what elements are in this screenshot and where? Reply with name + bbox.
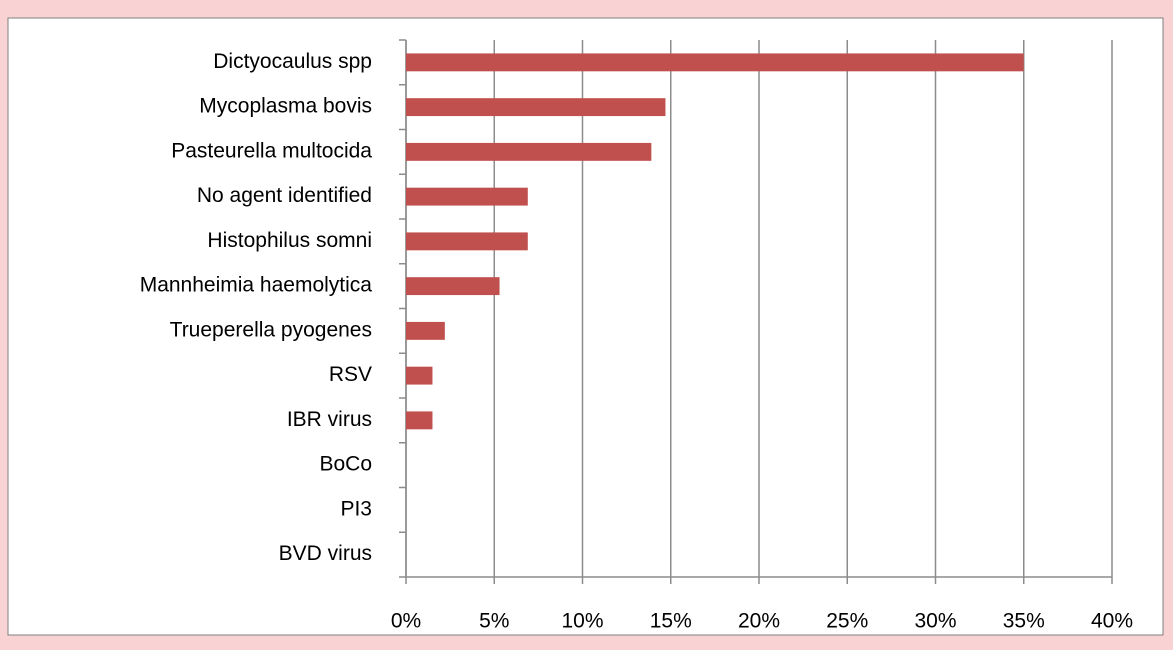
y-tick-label: Mannheimia haemolytica (140, 274, 373, 297)
y-tick-label: Mycoplasma bovis (199, 95, 372, 118)
y-tick-label: BoCo (319, 453, 372, 476)
bar (406, 98, 666, 117)
bar (406, 142, 652, 161)
bar (406, 277, 500, 296)
bar (406, 366, 433, 385)
y-tick-label: IBR virus (287, 408, 372, 431)
y-tick-label: PI3 (340, 497, 372, 520)
x-tick-label: 5% (479, 610, 509, 633)
y-tick-label: Pasteurella multocida (171, 139, 372, 162)
x-tick-label: 40% (1091, 610, 1133, 633)
bar (406, 232, 528, 251)
plot-frame (7, 17, 1164, 636)
x-tick-label: 10% (561, 610, 603, 633)
y-tick-label: RSV (329, 363, 372, 386)
x-tick-label: 30% (914, 610, 956, 633)
x-tick-label: 35% (1003, 610, 1045, 633)
x-tick-label: 25% (826, 610, 868, 633)
y-tick-label: Trueperella pyogenes (170, 318, 372, 341)
bar (406, 53, 1024, 72)
bar (406, 187, 528, 206)
bar (406, 321, 445, 340)
y-tick-label: BVD virus (279, 542, 372, 565)
x-tick-label: 20% (738, 610, 780, 633)
y-tick-label: No agent identified (197, 184, 372, 207)
y-tick-label: Histophilus somni (207, 229, 372, 252)
y-tick-label: Dictyocaulus spp (213, 50, 372, 73)
x-tick-label: 0% (391, 610, 421, 633)
x-tick-label: 15% (650, 610, 692, 633)
bar (406, 411, 433, 430)
